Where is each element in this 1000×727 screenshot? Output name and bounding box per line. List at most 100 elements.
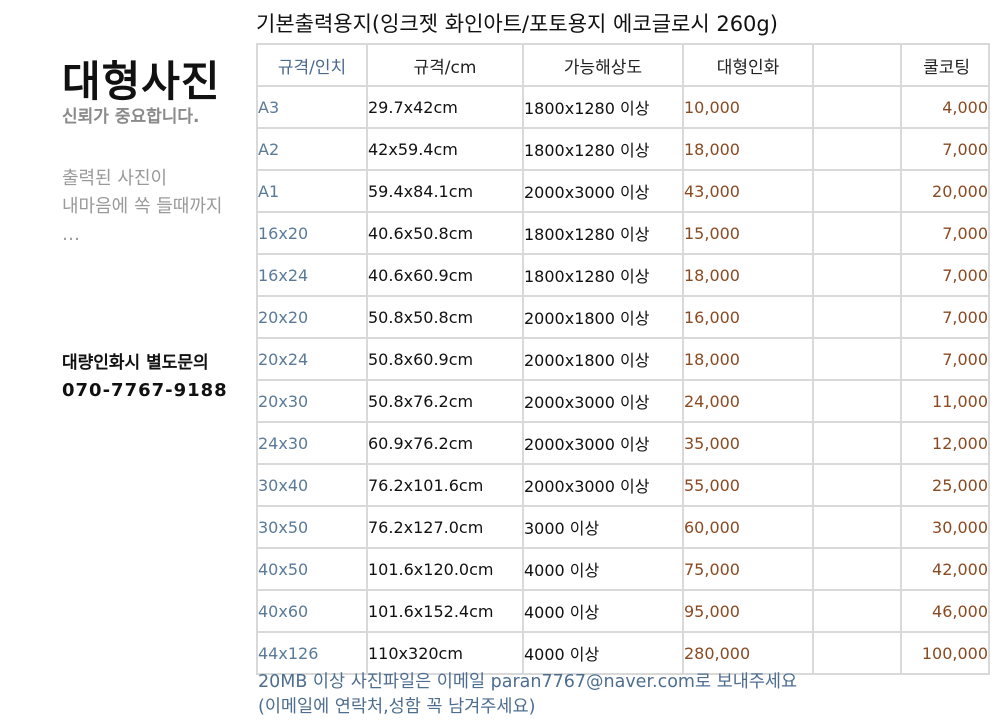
table-row: A2 42x59.4cm 1800x1280 이상 18,000 7,000: [256, 127, 990, 171]
cell-resolution: 1800x1280 이상: [522, 253, 684, 297]
cell-cool-coating: 20,000: [900, 169, 990, 213]
side-message-line: 출력된 사진이: [62, 168, 168, 189]
cell-size-inch: 30x50: [256, 505, 368, 549]
cell-size-cm: 76.2x127.0cm: [366, 505, 524, 549]
cell-size-inch: 44x126: [256, 631, 368, 675]
page-title: 대형사진: [62, 57, 221, 106]
cell-size-cm: 59.4x84.1cm: [366, 169, 524, 213]
cell-cool-coating: 12,000: [900, 421, 990, 465]
cell-cool-coating: 30,000: [900, 505, 990, 549]
cell-cool-coating: 7,000: [900, 337, 990, 381]
cell-size-cm: 42x59.4cm: [366, 127, 524, 171]
cell-blank: [812, 85, 902, 129]
price-table: 규격/인치 규격/cm 가능해상도 대형인화 쿨코팅 A3 29.7x42cm 18…: [256, 43, 990, 675]
cell-resolution: 2000x3000 이상: [522, 379, 684, 423]
cell-size-cm: 76.2x101.6cm: [366, 463, 524, 507]
table-row: 30x40 76.2x101.6cm 2000x3000 이상 55,000 25,00…: [256, 463, 990, 507]
table-row: 20x20 50.8x50.8cm 2000x1800 이상 16,000 7,000: [256, 295, 990, 339]
cell-large-print: 10,000: [682, 85, 814, 129]
cell-cool-coating: 7,000: [900, 127, 990, 171]
cell-size-cm: 50.8x76.2cm: [366, 379, 524, 423]
contact-phone: 070-7767-9188: [62, 380, 228, 401]
cell-blank: [812, 337, 902, 381]
header-size-cm: 규격/cm: [366, 43, 524, 87]
cell-size-inch: 20x24: [256, 337, 368, 381]
table-row: A1 59.4x84.1cm 2000x3000 이상 43,000 20,000: [256, 169, 990, 213]
cell-blank: [812, 379, 902, 423]
cell-size-inch: A2: [256, 127, 368, 171]
table-row: 44x126 110x320cm 4000 이상 280,000 100,000: [256, 631, 990, 675]
cell-size-inch: 16x24: [256, 253, 368, 297]
cell-size-inch: 30x40: [256, 463, 368, 507]
cell-size-inch: 16x20: [256, 211, 368, 255]
cell-resolution: 2000x3000 이상: [522, 421, 684, 465]
cell-blank: [812, 295, 902, 339]
cell-blank: [812, 631, 902, 675]
cell-resolution: 3000 이상: [522, 505, 684, 549]
cell-large-print: 280,000: [682, 631, 814, 675]
header-resolution: 가능해상도: [522, 43, 684, 87]
cell-large-print: 15,000: [682, 211, 814, 255]
side-message-line: 내마음에 쏙 들때까지: [62, 196, 223, 217]
cell-blank: [812, 253, 902, 297]
cell-cool-coating: 11,000: [900, 379, 990, 423]
cell-resolution: 1800x1280 이상: [522, 85, 684, 129]
cell-cool-coating: 46,000: [900, 589, 990, 633]
table-row: 20x30 50.8x76.2cm 2000x3000 이상 24,000 11,000: [256, 379, 990, 423]
cell-resolution: 2000x1800 이상: [522, 337, 684, 381]
cell-blank: [812, 127, 902, 171]
cell-cool-coating: 7,000: [900, 211, 990, 255]
cell-size-inch: 20x30: [256, 379, 368, 423]
table-row: 16x20 40.6x50.8cm 1800x1280 이상 15,000 7,000: [256, 211, 990, 255]
cell-size-cm: 101.6x120.0cm: [366, 547, 524, 591]
cell-size-cm: 101.6x152.4cm: [366, 589, 524, 633]
cell-large-print: 55,000: [682, 463, 814, 507]
cell-size-cm: 50.8x50.8cm: [366, 295, 524, 339]
cell-resolution: 4000 이상: [522, 589, 684, 633]
cell-large-print: 35,000: [682, 421, 814, 465]
cell-blank: [812, 463, 902, 507]
footer-note-line: 20MB 이상 사진파일은 이메일 paran7767@naver.com로 보…: [258, 672, 798, 692]
cell-cool-coating: 7,000: [900, 295, 990, 339]
table-row: 40x60 101.6x152.4cm 4000 이상 95,000 46,000: [256, 589, 990, 633]
cell-large-print: 18,000: [682, 127, 814, 171]
page-subtitle: 신뢰가 중요합니다.: [62, 107, 200, 127]
contact-info: 대량인화시 별도문의 070-7767-9188: [62, 350, 228, 404]
cell-size-inch: 24x30: [256, 421, 368, 465]
table-row: 24x30 60.9x76.2cm 2000x3000 이상 35,000 12,000: [256, 421, 990, 465]
table-row: 20x24 50.8x60.9cm 2000x1800 이상 18,000 7,000: [256, 337, 990, 381]
cell-cool-coating: 42,000: [900, 547, 990, 591]
cell-size-inch: 40x50: [256, 547, 368, 591]
cell-size-cm: 110x320cm: [366, 631, 524, 675]
cell-cool-coating: 25,000: [900, 463, 990, 507]
side-message: 출력된 사진이 내마음에 쏙 들때까지 …: [62, 165, 222, 249]
table-row: 30x50 76.2x127.0cm 3000 이상 60,000 30,000: [256, 505, 990, 549]
cell-size-cm: 50.8x60.9cm: [366, 337, 524, 381]
cell-size-inch: 20x20: [256, 295, 368, 339]
cell-size-cm: 60.9x76.2cm: [366, 421, 524, 465]
cell-large-print: 95,000: [682, 589, 814, 633]
cell-cool-coating: 100,000: [900, 631, 990, 675]
cell-cool-coating: 4,000: [900, 85, 990, 129]
header-large-print: 대형인화: [682, 43, 814, 87]
cell-size-inch: A1: [256, 169, 368, 213]
cell-blank: [812, 547, 902, 591]
cell-blank: [812, 505, 902, 549]
cell-size-inch: A3: [256, 85, 368, 129]
table-row: A3 29.7x42cm 1800x1280 이상 10,000 4,000: [256, 85, 990, 129]
table-title: 기본출력용지(잉크젯 화인아트/포토용지 에코글로시 260g): [256, 12, 778, 36]
cell-large-print: 60,000: [682, 505, 814, 549]
header-blank: [812, 43, 902, 87]
cell-resolution: 4000 이상: [522, 547, 684, 591]
footer-note: 20MB 이상 사진파일은 이메일 paran7767@naver.com로 보…: [258, 670, 797, 720]
cell-size-cm: 40.6x60.9cm: [366, 253, 524, 297]
cell-resolution: 2000x1800 이상: [522, 295, 684, 339]
table-row: 16x24 40.6x60.9cm 1800x1280 이상 18,000 7,000: [256, 253, 990, 297]
footer-note-line: (이메일에 연락처,성함 꼭 남겨주세요): [258, 697, 536, 717]
cell-blank: [812, 589, 902, 633]
cell-resolution: 2000x3000 이상: [522, 463, 684, 507]
cell-resolution: 1800x1280 이상: [522, 127, 684, 171]
cell-size-inch: 40x60: [256, 589, 368, 633]
side-message-line: …: [62, 224, 80, 245]
cell-resolution: 2000x3000 이상: [522, 169, 684, 213]
